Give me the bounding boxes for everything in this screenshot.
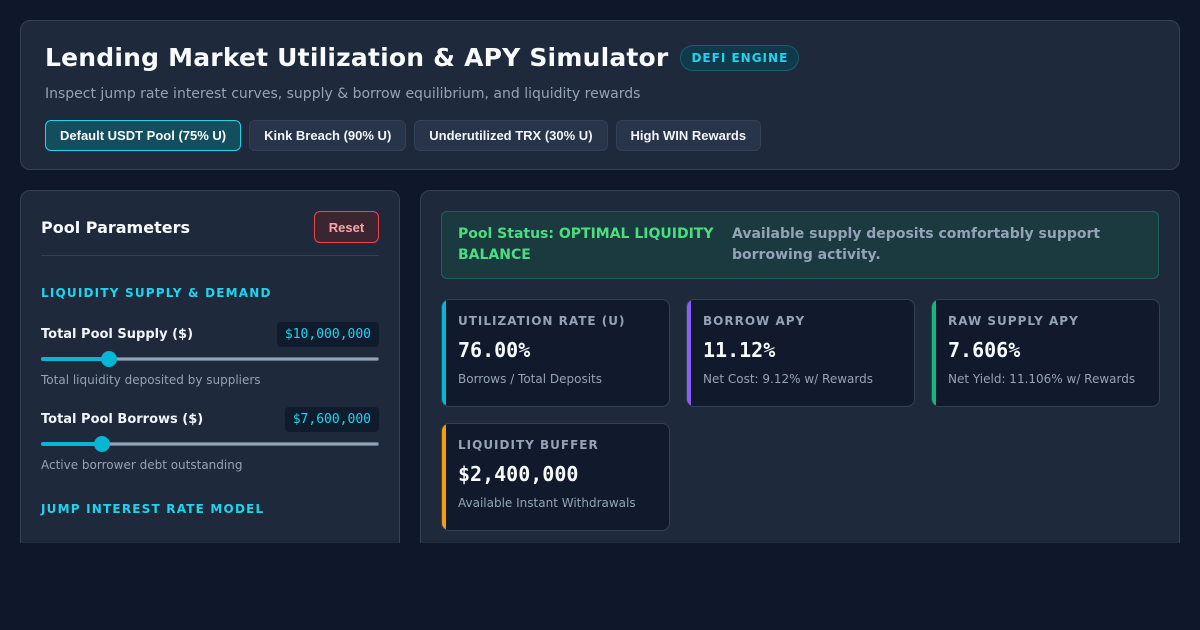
preset-default-usdt-button[interactable]: Default USDT Pool (75% U) (45, 120, 242, 151)
metric-value: $2,400,000 (458, 462, 579, 486)
supply-help: Total liquidity deposited by suppliers (41, 373, 261, 387)
metric-card-liquidity-buffer: LIQUIDITY BUFFER $2,400,000 Available In… (441, 423, 670, 531)
metric-value: 11.12% (703, 338, 776, 362)
pool-status-title: Pool Status: OPTIMAL LIQUIDITY BALANCE (458, 226, 714, 263)
metric-accent (932, 300, 936, 406)
metric-sub: Net Yield: 11.106% w/ Rewards (948, 372, 1136, 386)
pool-status-banner: Pool Status: OPTIMAL LIQUIDITY BALANCE A… (441, 211, 1159, 279)
preset-underutilized-trx-button[interactable]: Underutilized TRX (30% U) (414, 120, 608, 151)
param-supply: Total Pool Supply ($) $10,000,000 Total … (41, 322, 379, 387)
preset-row: Default USDT Pool (75% U) Kink Breach (9… (45, 120, 1155, 151)
metric-value: 76.00% (458, 338, 531, 362)
metric-label: BORROW APY (703, 314, 806, 328)
metric-card-borrow-apy: BORROW APY 11.12% Net Cost: 9.12% w/ Rew… (686, 299, 915, 407)
supply-label: Total Pool Supply ($) (41, 327, 194, 342)
page-subtitle: Inspect jump rate interest curves, suppl… (45, 86, 641, 102)
panel-header: Pool Parameters Reset (41, 211, 379, 256)
title-row: Lending Market Utilization & APY Simulat… (45, 43, 1155, 72)
metric-label: UTILIZATION RATE (U) (458, 314, 626, 328)
preset-kink-breach-button[interactable]: Kink Breach (90% U) (249, 120, 407, 151)
pool-status-description: Available supply deposits comfortably su… (732, 226, 1101, 263)
supply-slider[interactable] (41, 351, 379, 367)
metric-sub: Net Cost: 9.12% w/ Rewards (703, 372, 873, 386)
metric-sub: Available Instant Withdrawals (458, 496, 636, 510)
borrows-label: Total Pool Borrows ($) (41, 412, 204, 427)
pool-parameters-panel: Pool Parameters Reset LIQUIDITY SUPPLY &… (20, 190, 400, 543)
section-label-supply: LIQUIDITY SUPPLY & DEMAND (41, 286, 272, 300)
metric-sub: Borrows / Total Deposits (458, 372, 603, 386)
slider-thumb[interactable] (100, 351, 117, 367)
borrows-slider[interactable] (41, 436, 379, 452)
section-label-rate-model: JUMP INTEREST RATE MODEL (41, 502, 265, 516)
borrows-help: Active borrower debt outstanding (41, 458, 243, 472)
metric-card-utilization: UTILIZATION RATE (U) 76.00% Borrows / To… (441, 299, 670, 407)
slider-fill (41, 357, 109, 361)
page-title: Lending Market Utilization & APY Simulat… (45, 43, 669, 72)
panel-title: Pool Parameters (41, 217, 190, 237)
header-card: Lending Market Utilization & APY Simulat… (20, 20, 1180, 170)
reset-button[interactable]: Reset (314, 211, 379, 243)
slider-thumb[interactable] (93, 436, 110, 452)
metric-value: 7.606% (948, 338, 1021, 362)
preset-high-win-button[interactable]: High WIN Rewards (615, 120, 762, 151)
metric-accent (687, 300, 691, 406)
metrics-grid: UTILIZATION RATE (U) 76.00% Borrows / To… (441, 299, 1160, 531)
slider-fill (41, 442, 102, 446)
results-panel: Pool Status: OPTIMAL LIQUIDITY BALANCE A… (420, 190, 1180, 543)
metric-accent (442, 424, 446, 530)
metric-label: RAW SUPPLY APY (948, 314, 1079, 328)
metric-accent (442, 300, 446, 406)
supply-value: $10,000,000 (276, 322, 379, 347)
metric-label: LIQUIDITY BUFFER (458, 438, 599, 452)
borrows-value: $7,600,000 (284, 407, 379, 432)
engine-badge: DEFI ENGINE (680, 44, 800, 71)
metric-card-supply-apy: RAW SUPPLY APY 7.606% Net Yield: 11.106%… (931, 299, 1160, 407)
param-borrows: Total Pool Borrows ($) $7,600,000 Active… (41, 407, 379, 472)
